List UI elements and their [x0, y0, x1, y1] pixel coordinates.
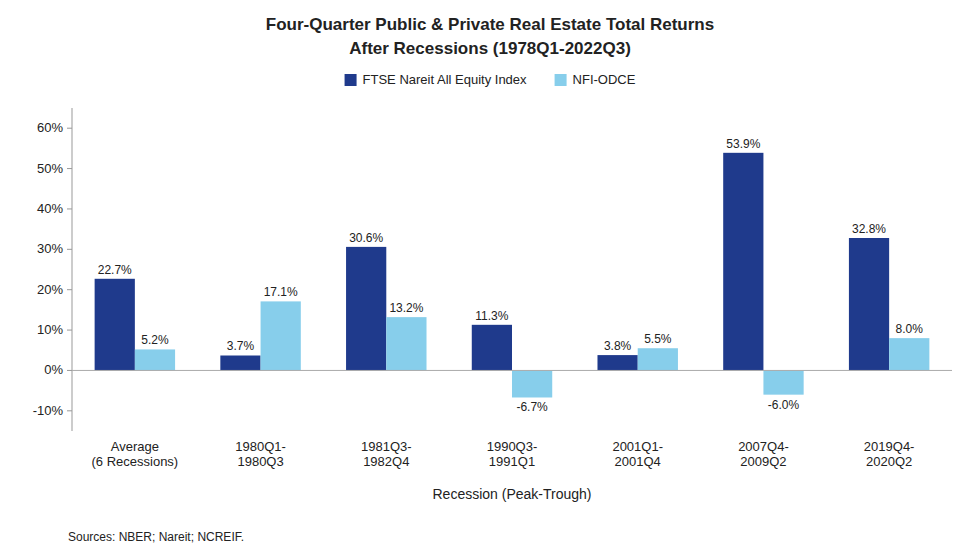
bar: [95, 279, 135, 371]
text-line: 1981Q3-: [361, 439, 412, 454]
data-label: -6.0%: [768, 398, 800, 412]
x-tick-label: 1990Q3-1991Q1: [487, 439, 538, 469]
text-line: 2001Q1-: [612, 439, 663, 454]
text-line: 2007Q4-: [738, 439, 789, 454]
text-line: 2019Q4-: [864, 439, 915, 454]
data-label: -6.7%: [516, 400, 548, 414]
y-tick-label: 0%: [44, 362, 63, 377]
y-axis-line: [72, 108, 73, 431]
y-tick: [67, 289, 72, 290]
data-label: 11.3%: [475, 309, 508, 323]
x-axis-label: Recession (Peak-Trough): [433, 486, 592, 502]
bar: [763, 370, 803, 394]
bar: [638, 348, 678, 370]
y-tick-label: 40%: [37, 201, 63, 216]
chart-container: Four-Quarter Public & Private Real Estat…: [0, 0, 980, 551]
y-tick-label: 20%: [37, 282, 63, 297]
y-tick: [67, 168, 72, 169]
legend-swatch: [555, 74, 567, 86]
legend-label: FTSE Nareit All Equity Index: [363, 72, 528, 87]
y-tick-label: 50%: [37, 161, 63, 176]
data-label: 13.2%: [389, 301, 423, 315]
bar: [261, 301, 301, 370]
y-tick: [67, 128, 72, 129]
bar: [597, 355, 637, 370]
data-label: 3.8%: [604, 339, 632, 353]
text-line: 2009Q2: [740, 454, 786, 469]
data-label: 53.9%: [726, 137, 760, 151]
y-tick: [67, 370, 72, 371]
data-label: 5.2%: [141, 333, 169, 347]
x-axis: Average(6 Recessions) 1980Q1-1980Q3 1981Q3…: [92, 439, 915, 469]
y-tick: [67, 208, 72, 209]
y-tick-label: 10%: [37, 322, 63, 337]
bar: [135, 349, 175, 370]
y-tick: [67, 410, 72, 411]
x-tick-label: Average(6 Recessions): [92, 439, 179, 469]
text-line: 1982Q4: [363, 454, 409, 469]
bar: [220, 355, 260, 370]
bar: [849, 238, 889, 370]
text-line: 2001Q4: [615, 454, 661, 469]
data-label: 22.7%: [98, 263, 132, 277]
text-line: 1980Q1-: [235, 439, 286, 454]
body: {"chart_data": { "type": "bar", "title":…: [0, 0, 980, 551]
data-label: 3.7%: [227, 339, 255, 353]
bar: [472, 325, 512, 371]
bar: [512, 370, 552, 397]
data-label: 30.6%: [349, 231, 383, 245]
chart-svg: Four-Quarter Public & Private Real Estat…: [0, 0, 980, 551]
bar: [386, 317, 426, 370]
x-tick-label: 1981Q3-1982Q4: [361, 439, 412, 469]
legend-label: NFI-ODCE: [573, 72, 636, 87]
y-tick-label: 60%: [37, 120, 63, 135]
x-tick-label: 2019Q4-2020Q2: [864, 439, 915, 469]
text-line: (6 Recessions): [92, 454, 179, 469]
text-line: 2020Q2: [866, 454, 912, 469]
title: Four-Quarter Public & Private Real Estat…: [266, 15, 714, 34]
x-tick-label: 2007Q4-2009Q2: [738, 439, 789, 469]
y-tick: [67, 249, 72, 250]
y-axis: -10% 0% 10% 20% 30% 40% 50% 60%: [33, 108, 72, 431]
data-label: 8.0%: [896, 322, 924, 336]
y-tick-label: -10%: [33, 403, 64, 418]
bars: [95, 153, 930, 398]
text-line: Average: [111, 439, 159, 454]
legend: FTSE Nareit All Equity Index NFI-ODCE: [345, 72, 636, 87]
data-label: 17.1%: [264, 285, 298, 299]
legend-swatch: [345, 74, 357, 86]
legend-item: FTSE Nareit All Equity Index: [345, 72, 528, 87]
source-note: Sources: NBER; Nareit; NCREIF.: [68, 530, 244, 544]
text-line: 1991Q1: [489, 454, 535, 469]
data-label: 5.5%: [644, 332, 672, 346]
x-tick-label: 2001Q1-2001Q4: [612, 439, 663, 469]
zero-line: [72, 370, 952, 371]
data-labels: 22.7% 3.7% 30.6% 11.3% 3.8% 53.9% 32.8% 5.2% 17.…: [98, 137, 924, 415]
y-tick-label: 30%: [37, 241, 63, 256]
x-tick-label: 1980Q1-1980Q3: [235, 439, 286, 469]
text-line: 1990Q3-: [487, 439, 538, 454]
bar: [889, 338, 929, 370]
text-line: 1980Q3: [237, 454, 283, 469]
bar: [723, 153, 763, 371]
data-label: 32.8%: [852, 222, 886, 236]
subtitle: After Recessions (1978Q1-2022Q3): [349, 39, 631, 58]
y-tick: [67, 330, 72, 331]
bar: [346, 247, 386, 371]
page: Chart html, body { margin: 0; padding: 0…: [0, 0, 980, 551]
legend-item: NFI-ODCE: [555, 72, 636, 87]
